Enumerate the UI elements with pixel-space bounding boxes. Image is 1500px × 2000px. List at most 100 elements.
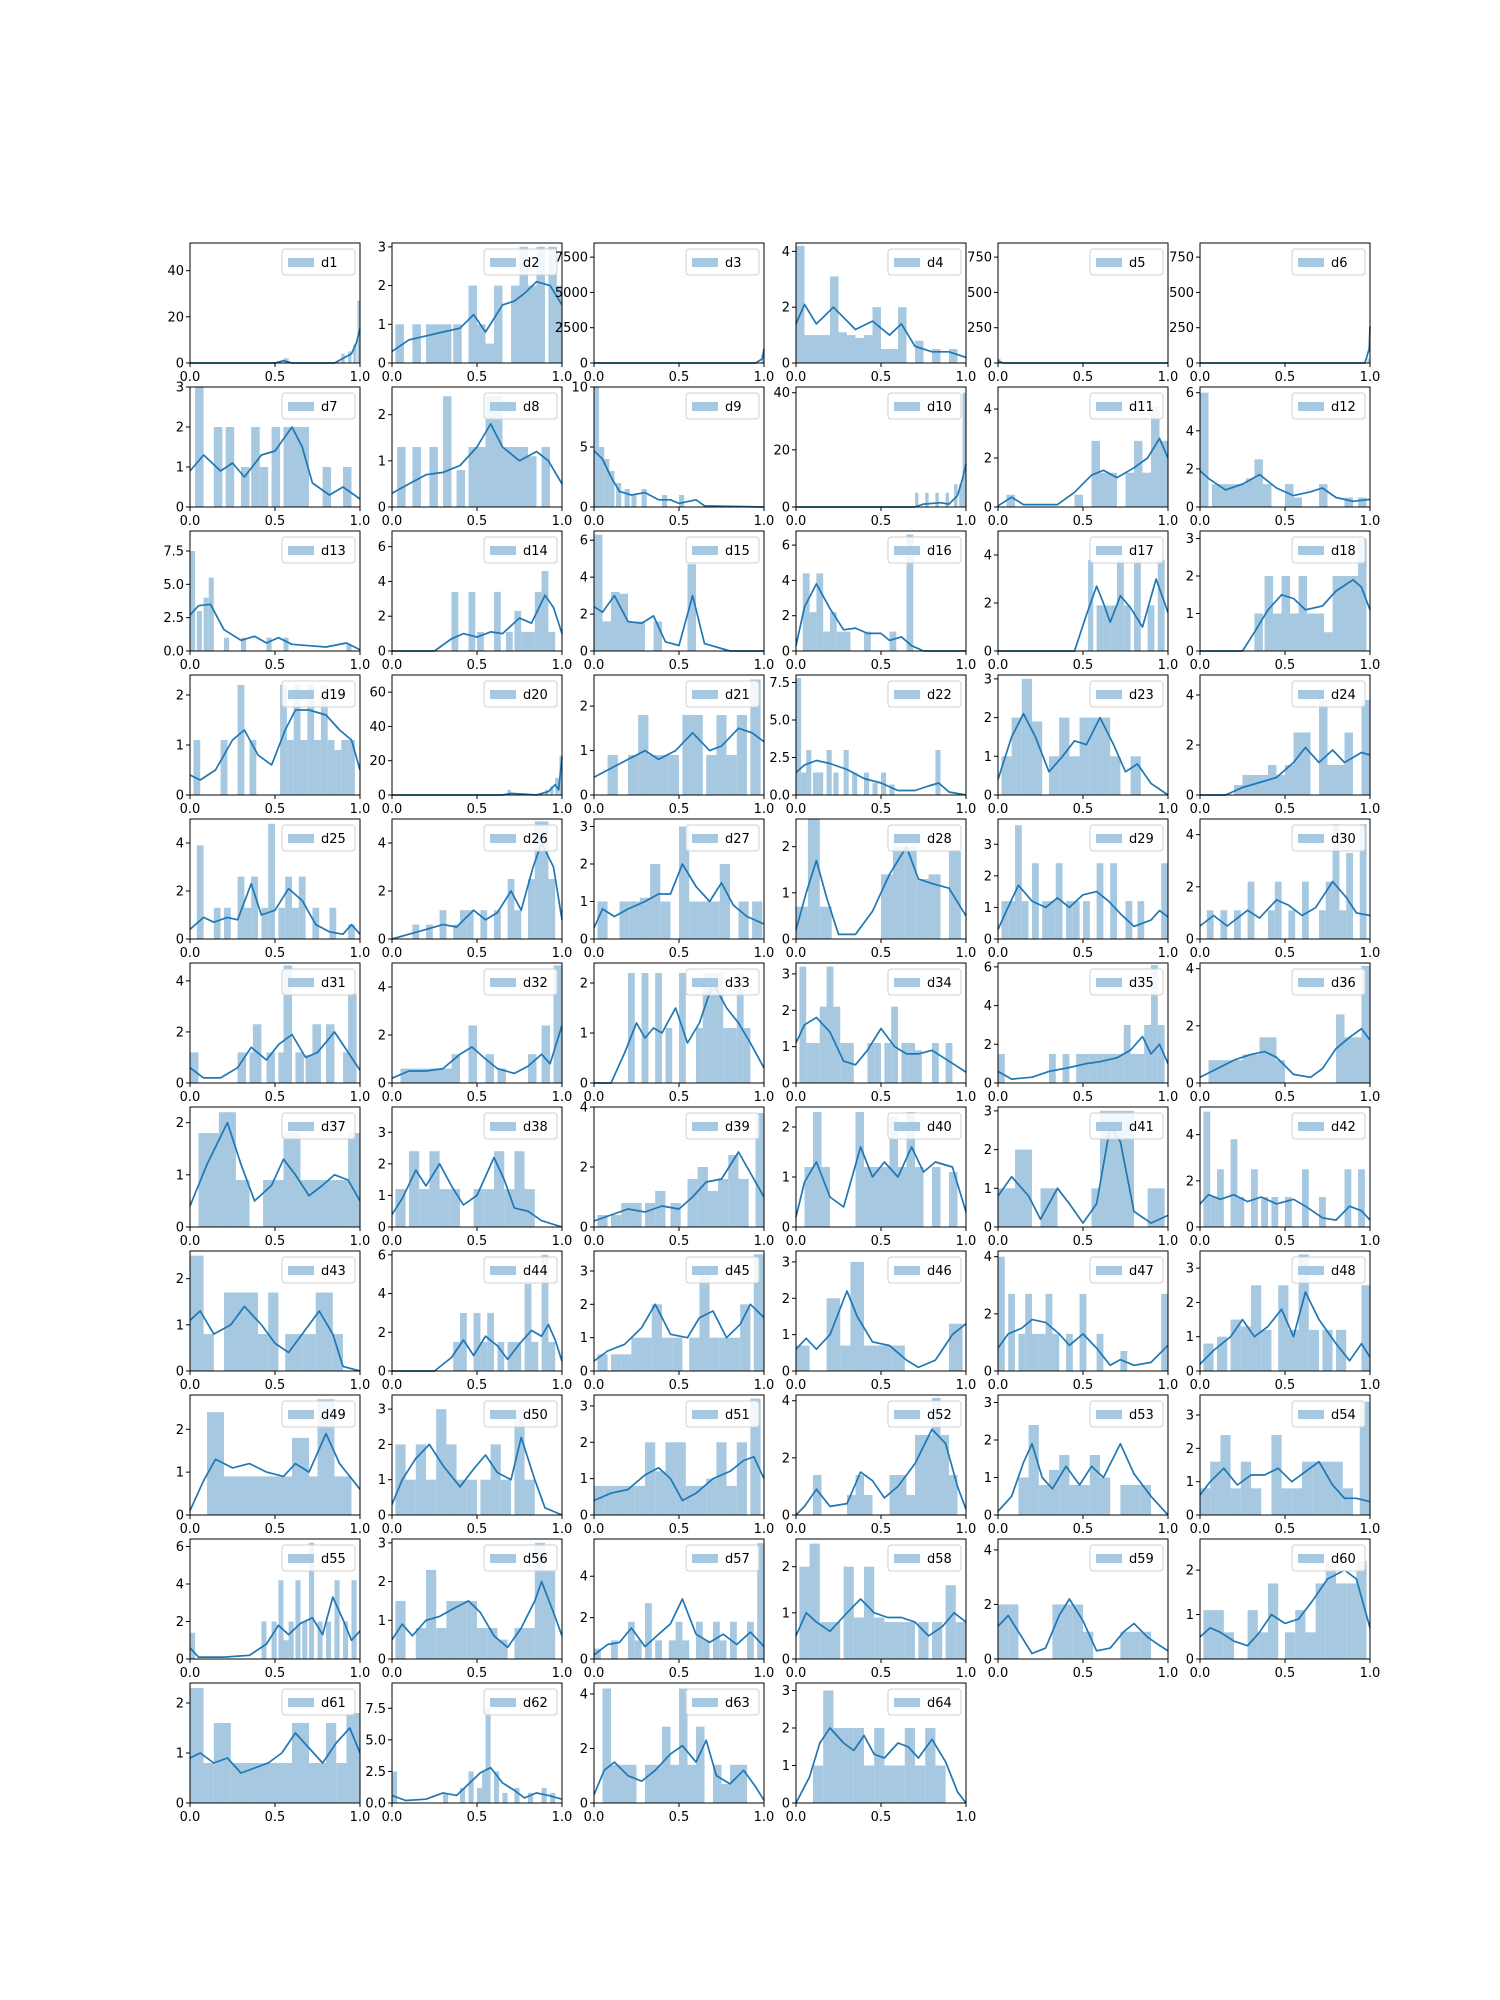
legend-box: [1291, 1256, 1366, 1284]
hist-bar: [1130, 1485, 1141, 1515]
subplot-d61: 0.0 0.5 1.0 0 1 2 d61: [176, 1682, 370, 1825]
hist-bar: [548, 1341, 556, 1371]
y-tick-label: 2: [378, 1326, 386, 1341]
subplot-d56: 0.0 0.5 1.0 0 1 2 3 d56: [378, 1536, 573, 1681]
x-tick-label: 0.5: [669, 1810, 690, 1825]
hist-bar: [689, 1337, 700, 1371]
legend-box: [483, 1256, 558, 1284]
kde-line: [593, 1151, 765, 1222]
hist-bar: [813, 335, 822, 363]
hist-bar: [1228, 484, 1238, 507]
x-tick-label: 0.0: [1190, 1090, 1211, 1105]
y-tick-label: 2: [984, 1143, 992, 1158]
legend-box: [1089, 1112, 1164, 1140]
hist-bar: [460, 1312, 467, 1371]
hist-bar: [650, 864, 661, 939]
hist-bar: [655, 1640, 662, 1659]
hist-bar: [224, 1292, 241, 1371]
x-tick-label: 0.0: [180, 658, 201, 673]
y-tick-label: 0: [1186, 933, 1194, 948]
hist-bar: [419, 1189, 430, 1227]
hist-bar: [426, 1479, 437, 1515]
hist-bar: [1276, 1060, 1285, 1083]
legend-box: [1089, 536, 1164, 564]
legend-swatch: [894, 1122, 920, 1131]
hist-bar: [1315, 613, 1325, 651]
hist-bar: [225, 427, 235, 507]
hist-bar: [266, 1052, 275, 1083]
hist-bar: [434, 1068, 443, 1083]
hist-bar: [1312, 1461, 1323, 1515]
hist-bar: [1307, 613, 1316, 651]
hist-bar: [343, 1621, 349, 1659]
legend-box: [887, 1400, 962, 1428]
x-tick-label: 1.0: [956, 1378, 977, 1393]
hist-bar: [524, 1479, 535, 1515]
legend-box: [1291, 1544, 1366, 1572]
legend-label: d53: [1129, 1408, 1154, 1423]
hist-bar: [1100, 472, 1109, 507]
legend-swatch: [692, 1266, 718, 1275]
x-tick-label: 0.0: [180, 1522, 201, 1537]
x-tick-label: 0.5: [467, 1666, 488, 1681]
hist-bar: [334, 750, 342, 795]
hist-bar: [439, 1189, 450, 1227]
hist-bar: [480, 910, 488, 939]
hist-bar: [278, 1580, 284, 1659]
hist-bar: [906, 534, 914, 651]
hist-bar: [196, 611, 202, 651]
hist-bar: [898, 307, 907, 363]
x-tick-label: 1.0: [754, 1090, 775, 1105]
hist-bar: [254, 1763, 275, 1803]
hist-bar: [1157, 559, 1165, 651]
legend-box: [685, 680, 760, 708]
kde-line: [1200, 326, 1371, 364]
x-tick-label: 0.5: [1275, 1378, 1296, 1393]
hist-bar: [412, 447, 421, 507]
legend-box: [1291, 248, 1366, 276]
hist-bar: [1130, 1053, 1138, 1083]
x-tick-label: 0.5: [1275, 658, 1296, 673]
hist-bar: [699, 901, 710, 939]
hist-bar: [1038, 1485, 1049, 1515]
y-tick-label: 2: [984, 1598, 992, 1613]
kde-line: [189, 709, 361, 781]
y-tick-label: 5.0: [769, 714, 790, 729]
y-tick-label: 0: [984, 789, 992, 804]
y-tick-label: 0: [378, 501, 386, 516]
legend-box: [1291, 1400, 1366, 1428]
hist-bar: [884, 1765, 895, 1803]
hist-bar: [631, 1203, 642, 1227]
hist-bar: [548, 631, 556, 651]
hist-bar: [864, 1167, 873, 1227]
legend-label: d15: [725, 544, 750, 559]
legend-box: [1089, 1256, 1164, 1284]
hist-bar: [1042, 901, 1049, 939]
hist-bar: [1100, 1110, 1117, 1227]
hist-bar: [193, 740, 201, 795]
hist-bar: [466, 1479, 477, 1515]
legend-swatch: [1096, 1266, 1122, 1275]
hist-bar: [1001, 901, 1009, 939]
hist-bar: [949, 851, 961, 939]
x-tick-label: 0.5: [265, 1810, 286, 1825]
x-tick-label: 1.0: [552, 658, 573, 673]
hist-bar: [689, 901, 700, 939]
y-tick-label: 7500: [555, 251, 588, 266]
x-tick-label: 0.0: [1190, 946, 1211, 961]
hist-bar: [314, 740, 321, 795]
y-tick-label: 4: [984, 999, 992, 1014]
x-tick-label: 0.5: [669, 1090, 690, 1105]
hist-bar: [275, 1763, 292, 1803]
hist-bar: [320, 685, 328, 795]
hist-bar: [1230, 1139, 1238, 1227]
hist-bar: [662, 495, 668, 507]
subplot-d20: 0.0 0.5 1.0 0 20 40 60 d20: [369, 674, 572, 817]
x-tick-label: 0.5: [1073, 802, 1094, 817]
hist-bar: [302, 1334, 316, 1371]
kde-line: [795, 759, 967, 796]
legend-swatch: [490, 834, 516, 843]
y-tick-label: 2.5: [365, 1765, 386, 1780]
y-tick-label: 4: [984, 1250, 992, 1265]
hist-bar: [417, 1068, 426, 1083]
